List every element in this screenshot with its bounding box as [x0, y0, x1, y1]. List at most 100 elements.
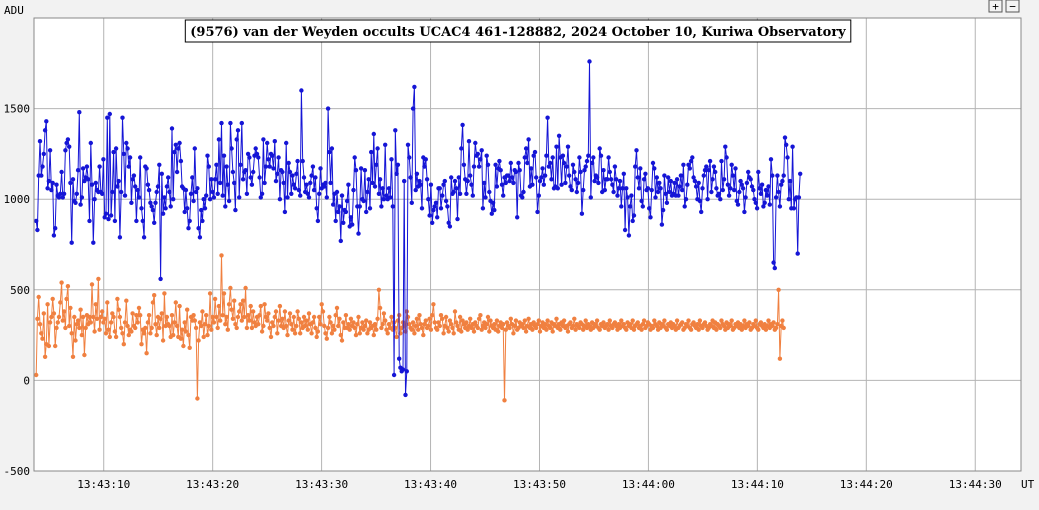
data-point [409, 327, 414, 332]
data-point [718, 325, 723, 331]
data-point [765, 193, 770, 198]
data-point [93, 180, 99, 186]
data-point [74, 322, 80, 327]
data-point [554, 316, 559, 321]
data-point [763, 327, 769, 332]
data-point [69, 331, 74, 336]
data-point [738, 178, 743, 184]
data-point [454, 320, 459, 325]
data-point [716, 191, 722, 196]
data-point [159, 171, 164, 176]
data-point [699, 209, 704, 215]
data-point [159, 311, 164, 316]
data-point [494, 184, 500, 189]
data-point [484, 322, 489, 327]
data-point [239, 318, 244, 323]
data-point [766, 184, 771, 189]
data-point [417, 178, 422, 184]
data-point [268, 334, 274, 340]
data-point [299, 88, 304, 93]
data-point [758, 191, 764, 196]
data-point [386, 322, 392, 327]
data-point [640, 204, 645, 209]
data-point [233, 207, 238, 213]
data-point [471, 164, 477, 169]
data-point [768, 157, 774, 162]
data-point [290, 327, 295, 332]
data-point [512, 323, 517, 329]
data-point [464, 191, 469, 196]
data-point [645, 186, 651, 191]
zoom-in-button[interactable]: + [988, 0, 1003, 13]
x-tick-label: 13:44:10 [731, 478, 784, 491]
data-point [534, 325, 539, 331]
data-point [407, 155, 412, 160]
data-point [341, 320, 346, 325]
data-point [784, 142, 789, 147]
data-point [333, 218, 338, 224]
data-point [51, 233, 57, 238]
data-point [106, 216, 111, 222]
y-tick-label: 1000 [4, 193, 31, 206]
data-point [432, 320, 437, 325]
zoom-out-button[interactable]: − [1005, 0, 1020, 13]
data-point [223, 322, 228, 327]
data-point [739, 182, 744, 187]
data-point [733, 166, 738, 171]
data-point [779, 182, 784, 187]
data-point [40, 336, 45, 341]
data-point [594, 175, 600, 180]
data-point [641, 177, 647, 182]
data-point [407, 322, 412, 327]
data-point [77, 325, 82, 331]
data-point [49, 314, 54, 320]
data-point [508, 316, 513, 321]
data-point [125, 146, 130, 151]
data-point [488, 318, 493, 323]
data-point [59, 280, 64, 285]
data-point [489, 211, 494, 216]
data-point [384, 327, 389, 332]
data-point [275, 171, 280, 176]
data-point [210, 189, 215, 195]
data-point [531, 153, 536, 158]
data-point [352, 155, 357, 160]
data-point [324, 195, 329, 200]
data-point [530, 327, 535, 332]
data-point [428, 327, 434, 332]
data-point [89, 282, 95, 287]
data-point [73, 338, 78, 343]
data-point [575, 180, 581, 186]
data-point [215, 191, 220, 196]
data-point [209, 327, 214, 332]
data-point [379, 204, 384, 209]
data-point [653, 195, 658, 200]
data-point [598, 153, 604, 158]
data-point [258, 303, 263, 309]
data-point [597, 327, 602, 332]
data-point [282, 209, 288, 215]
data-point [304, 182, 309, 187]
data-point [680, 187, 685, 193]
data-point [545, 115, 550, 120]
data-point [700, 325, 705, 331]
data-point [775, 173, 780, 178]
data-point [581, 187, 586, 193]
data-point [588, 195, 593, 200]
data-point [522, 155, 527, 160]
data-point [531, 320, 536, 325]
data-point [485, 314, 491, 320]
data-point [419, 206, 425, 211]
data-point [223, 204, 228, 209]
data-point [548, 160, 553, 166]
data-point [460, 122, 465, 128]
plot-area [34, 18, 1021, 471]
data-point [101, 157, 106, 162]
data-point [404, 369, 409, 374]
data-point [450, 325, 455, 331]
data-point [640, 322, 645, 327]
data-point [144, 351, 149, 356]
y-axis-label: ADU [4, 4, 24, 17]
data-point [251, 309, 256, 314]
data-point [65, 284, 71, 289]
